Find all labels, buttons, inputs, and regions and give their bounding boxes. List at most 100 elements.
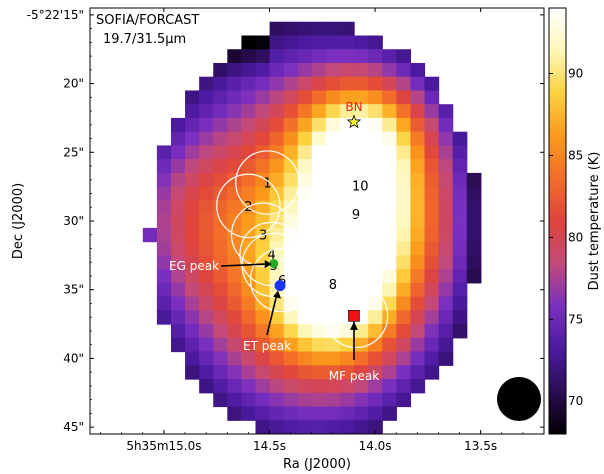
map-pixel — [311, 379, 327, 394]
map-pixel — [354, 200, 369, 215]
map-pixel — [199, 200, 214, 215]
map-pixel — [283, 145, 299, 160]
map-pixel — [297, 351, 313, 366]
map-pixel — [325, 406, 341, 421]
map-pixel — [382, 365, 397, 380]
map-pixel — [396, 365, 412, 380]
map-pixel — [297, 379, 313, 394]
map-pixel — [368, 296, 383, 311]
map-pixel — [297, 35, 313, 50]
map-pixel — [354, 365, 369, 380]
map-pixel — [339, 131, 355, 147]
map-pixel — [466, 214, 482, 229]
map-pixel — [354, 324, 369, 339]
map-pixel — [311, 324, 327, 339]
map-pixel — [241, 282, 257, 298]
map-pixel — [452, 200, 468, 215]
map-pixel — [185, 296, 200, 311]
map-pixel — [213, 337, 228, 353]
map-pixel — [213, 159, 228, 174]
map-pixel — [199, 310, 214, 325]
map-pixel — [213, 117, 228, 133]
colorbar-tick-label: 90 — [568, 67, 583, 81]
map-pixel — [170, 282, 186, 298]
colorbar-label: Dust temperature (K) — [587, 152, 602, 291]
map-pixel — [339, 296, 355, 311]
map-pixel — [382, 145, 397, 160]
bn-star-marker — [346, 114, 362, 129]
map-pixel — [325, 379, 341, 394]
aperture-circle — [323, 181, 389, 247]
map-pixel — [241, 351, 257, 366]
map-pixel — [213, 365, 228, 380]
map-pixel — [283, 324, 299, 339]
map-pixel — [452, 282, 468, 298]
map-pixel — [199, 186, 214, 201]
map-pixel — [297, 310, 313, 325]
map-pixel — [255, 392, 271, 408]
map-pixel — [410, 337, 426, 353]
map-pixel — [199, 117, 214, 133]
map-pixel — [311, 296, 327, 311]
map-pixel — [156, 186, 172, 201]
y-tick-label: 30" — [63, 214, 84, 228]
map-pixel — [255, 159, 271, 174]
map-pixel — [325, 200, 341, 215]
map-pixel — [325, 21, 341, 37]
map-pixel — [452, 310, 468, 325]
map-pixel — [452, 269, 468, 284]
x-tick-label: 5h35m15.0s — [126, 439, 201, 453]
map-pixel — [185, 351, 200, 366]
map-pixel — [438, 186, 454, 201]
map-pixel — [354, 159, 369, 174]
aperture-circle — [323, 283, 389, 349]
et-peak-arrowhead — [273, 290, 282, 299]
map-pixel — [325, 117, 341, 133]
map-pixel — [283, 379, 299, 394]
map-pixel — [410, 62, 426, 78]
map-pixel — [410, 104, 426, 119]
map-pixel — [466, 200, 482, 215]
map-pixel — [170, 172, 186, 188]
map-pixel — [213, 379, 228, 394]
map-pixel — [368, 131, 383, 147]
map-pixel — [311, 337, 327, 353]
map-pixel — [312, 434, 327, 448]
map-pixel — [368, 337, 383, 353]
map-pixel — [311, 117, 327, 133]
map-pixel — [241, 49, 257, 64]
map-pixel — [466, 227, 482, 243]
map-pixel — [269, 90, 285, 105]
map-pixel — [199, 172, 214, 188]
map-pixel — [382, 62, 397, 78]
colorbar-ticks: 70 75 80 85 90 — [549, 67, 583, 408]
map-pixel — [156, 310, 172, 325]
map-pixel — [311, 104, 327, 119]
map-pixel — [438, 200, 454, 215]
map-pixel — [269, 35, 285, 50]
map-pixel — [213, 172, 228, 188]
bn-label: BN — [345, 100, 362, 114]
map-pixel — [339, 159, 355, 174]
map-pixel — [297, 227, 313, 243]
map-pixel — [297, 420, 313, 434]
map-pixel — [170, 200, 186, 215]
map-pixel — [354, 49, 369, 64]
map-pixel — [410, 227, 426, 243]
map-pixel — [185, 227, 200, 243]
map-pixel — [452, 241, 468, 256]
map-pixel — [269, 104, 285, 119]
map-pixel — [396, 49, 412, 64]
et-peak-arrow — [266, 293, 278, 336]
map-pixel — [354, 269, 369, 284]
map-pixel — [382, 269, 397, 284]
temperature-map — [142, 21, 482, 448]
aperture-label: 3 — [259, 229, 267, 244]
map-pixel — [213, 392, 228, 408]
map-pixel — [325, 351, 341, 366]
map-pixel — [241, 35, 257, 50]
map-pixel — [283, 310, 299, 325]
map-pixel — [325, 337, 341, 353]
map-pixel — [185, 200, 200, 215]
